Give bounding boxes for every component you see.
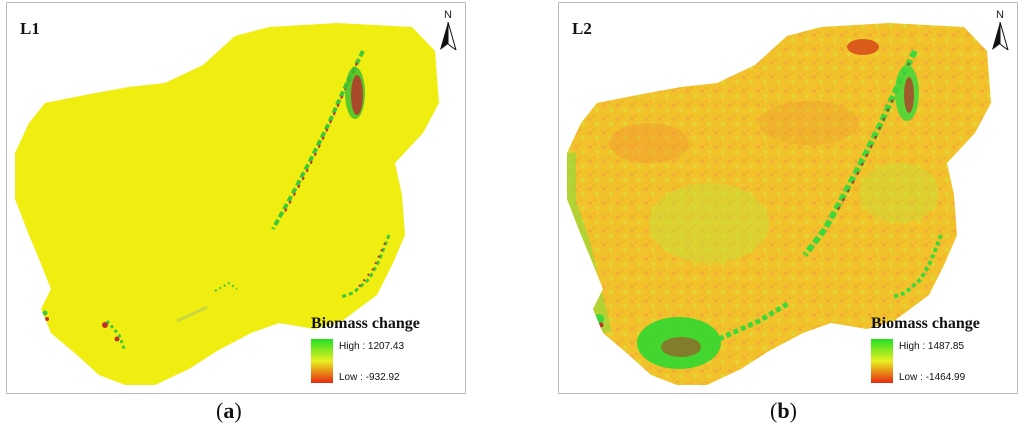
caption-letter: b: [777, 398, 790, 423]
caption-open: (: [216, 398, 224, 423]
biomass-map-l2: [567, 23, 991, 385]
map-panel-l1: L1 N Biomass change High : 1207.43 Low :…: [6, 2, 466, 394]
legend-color-ramp: [871, 339, 893, 383]
legend-color-ramp: [311, 339, 333, 383]
caption-b: (b): [770, 398, 797, 424]
legend-high-label: High : 1487.85: [899, 341, 965, 352]
caption-a: (a): [216, 398, 242, 424]
legend-high-label: High : 1207.43: [339, 341, 405, 352]
north-arrow: N: [987, 9, 1013, 53]
legend-title: Biomass change: [871, 315, 980, 332]
region-shape: [15, 23, 439, 385]
map-label: L1: [20, 19, 40, 38]
caption-open: (: [770, 398, 778, 423]
north-arrow-icon: [440, 22, 457, 50]
north-arrow: N: [435, 9, 461, 53]
north-letter: N: [996, 9, 1004, 21]
caption-close: ): [789, 398, 797, 423]
change-hotspots: [42, 50, 391, 352]
legend-title: Biomass change: [311, 315, 420, 332]
map-label: L2: [572, 19, 592, 38]
legend-low-label: Low : -1464.99: [899, 372, 966, 383]
region-shape: [567, 23, 991, 385]
north-letter: N: [444, 9, 452, 21]
map-panel-l2: L2 N Biomass change High : 1487.85 Low :…: [558, 2, 1018, 394]
caption-letter: a: [223, 398, 235, 423]
north-arrow-icon: [992, 22, 1009, 50]
legend: Biomass change High : 1487.85 Low : -146…: [871, 315, 1024, 385]
legend: Biomass change High : 1207.43 Low : -932…: [311, 315, 491, 385]
legend-low-label: Low : -932.92: [339, 372, 400, 383]
biomass-map-l1: [15, 23, 439, 385]
caption-close: ): [234, 398, 242, 423]
